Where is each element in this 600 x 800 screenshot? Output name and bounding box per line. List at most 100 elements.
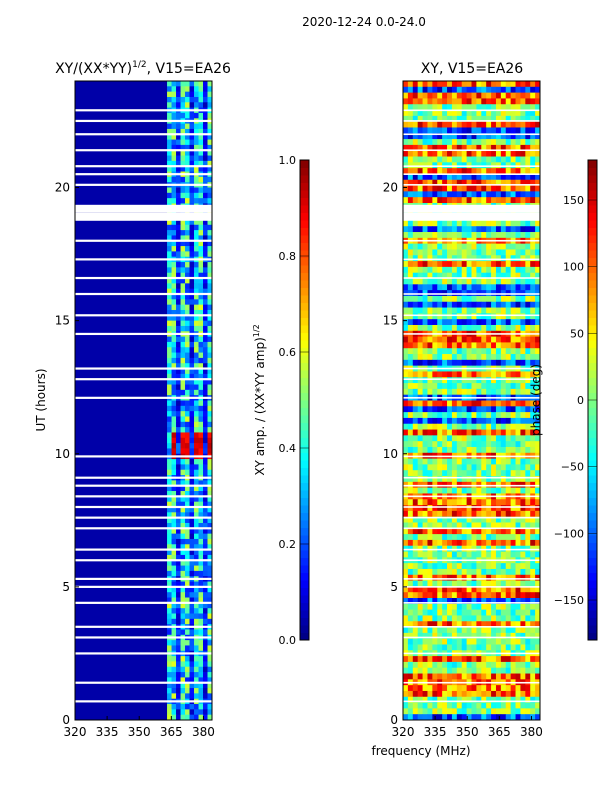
right-heatmap-cell: [481, 644, 487, 651]
right-heatmap-cell: [442, 534, 448, 541]
right-heatmap-cell: [447, 441, 453, 448]
left-heatmap-cell: [198, 560, 204, 566]
left-heatmap-cell: [198, 262, 204, 268]
left-heatmap-cell: [194, 411, 199, 417]
right-heatmap-cell: [432, 220, 438, 227]
right-heatmap-cell: [456, 638, 463, 645]
left-heatmap-cell: [194, 262, 199, 268]
right-heatmap-cell: [417, 121, 423, 128]
right-heatmap-cell: [530, 528, 536, 535]
amp-colorbar-segment: [300, 167, 309, 176]
left-heatmap-cell: [198, 139, 204, 146]
right-heatmap-cell: [530, 377, 536, 384]
right-heatmap-cell: [403, 261, 409, 268]
right-heatmap-cell: [530, 354, 536, 361]
right-heatmap-cell: [427, 371, 433, 378]
right-heatmap-cell: [437, 627, 443, 634]
right-data-gap: [403, 314, 540, 317]
right-heatmap-cell: [461, 696, 468, 703]
left-heatmap-cell: [198, 128, 204, 135]
right-heatmap-cell: [456, 632, 463, 640]
right-heatmap-cell: [500, 388, 507, 396]
right-heatmap-cell: [437, 348, 443, 355]
right-heatmap-cell: [447, 173, 453, 181]
left-heatmap-cell: [203, 219, 208, 226]
right-heatmap-cell: [520, 179, 526, 186]
left-heatmap-cell: [207, 507, 213, 513]
right-heatmap-cell: [417, 388, 423, 396]
left-heatmap-cell: [198, 267, 204, 274]
right-heatmap-cell: [535, 220, 541, 227]
right-heatmap-cell: [456, 255, 463, 262]
left-heatmap-cell: [176, 522, 181, 529]
right-heatmap-cell: [422, 702, 428, 709]
left-heatmap-cell: [194, 709, 199, 716]
right-heatmap-cell: [442, 110, 448, 117]
left-heatmap-cell: [167, 91, 172, 98]
left-title-tail: , V15=EA26: [147, 61, 231, 77]
right-heatmap-cell: [495, 173, 502, 181]
left-heatmap-cell: [198, 283, 204, 290]
right-heatmap-cell: [417, 127, 423, 134]
left-heatmap-cell: [207, 187, 213, 194]
left-heatmap-cell: [194, 597, 199, 604]
right-heatmap-cell: [456, 278, 463, 285]
right-heatmap-cell: [510, 319, 516, 326]
phase-colorbar-segment: [588, 325, 597, 333]
right-heatmap-cell: [466, 307, 472, 314]
right-heatmap-cell: [525, 580, 531, 587]
right-heatmap-cell: [481, 580, 487, 587]
left-heatmap-cell: [176, 672, 181, 678]
right-heatmap-cell: [530, 685, 536, 692]
left-heatmap-cell: [194, 528, 199, 535]
right-heatmap-cell: [530, 510, 536, 518]
right-heatmap-cell: [403, 226, 409, 233]
left-heatmap-cell: [185, 320, 190, 327]
amp-colorbar-tick-label: 0.2: [279, 538, 297, 551]
right-heatmap-cell: [500, 499, 507, 506]
right-heatmap-cell: [407, 661, 414, 669]
right-heatmap-cell: [515, 232, 521, 239]
right-heatmap-cell: [427, 429, 433, 436]
right-heatmap-cell: [535, 139, 541, 146]
right-heatmap-cell: [447, 104, 453, 111]
right-heatmap-cell: [510, 261, 516, 268]
right-heatmap-cell: [476, 86, 482, 94]
right-heatmap-cell: [525, 249, 531, 256]
right-heatmap-cell: [437, 696, 443, 703]
left-heatmap-cell: [185, 368, 190, 375]
right-heatmap-cell: [456, 563, 463, 570]
left-heatmap-cell: [167, 176, 172, 183]
left-heatmap-cell: [176, 517, 181, 524]
right-heatmap-cell: [476, 702, 482, 709]
right-heatmap-cell: [417, 487, 423, 494]
right-heatmap-cell: [525, 377, 531, 384]
right-heatmap-cell: [427, 446, 433, 454]
right-data-gap: [403, 277, 540, 279]
left-heatmap-cell: [203, 325, 208, 332]
right-heatmap-cell: [471, 307, 477, 314]
right-heatmap-cell: [422, 505, 428, 512]
right-heatmap-cell: [437, 406, 443, 413]
right-heatmap-cell: [515, 127, 521, 134]
left-heatmap-cell: [167, 352, 172, 359]
right-heatmap-cell: [491, 690, 497, 698]
right-heatmap-cell: [417, 179, 423, 186]
left-heatmap-cell: [180, 522, 186, 529]
left-heatmap-cell: [194, 629, 199, 636]
left-heatmap-cell: [185, 640, 190, 646]
right-heatmap-cell: [500, 644, 507, 651]
right-heatmap-cell: [535, 266, 541, 274]
left-heatmap-cell: [189, 507, 195, 513]
phase-colorbar-segment: [588, 497, 597, 506]
right-heatmap-cell: [427, 661, 433, 669]
right-heatmap-cell: [530, 458, 536, 465]
right-heatmap-cell: [500, 81, 507, 88]
left-heatmap-cell: [194, 581, 199, 588]
left-heatmap-cell: [180, 704, 186, 710]
right-heatmap-cell: [461, 121, 468, 128]
right-heatmap-cell: [403, 104, 409, 111]
right-heatmap-cell: [456, 621, 463, 628]
left-heatmap-cell: [171, 283, 177, 290]
left-data-gap: [75, 495, 212, 498]
